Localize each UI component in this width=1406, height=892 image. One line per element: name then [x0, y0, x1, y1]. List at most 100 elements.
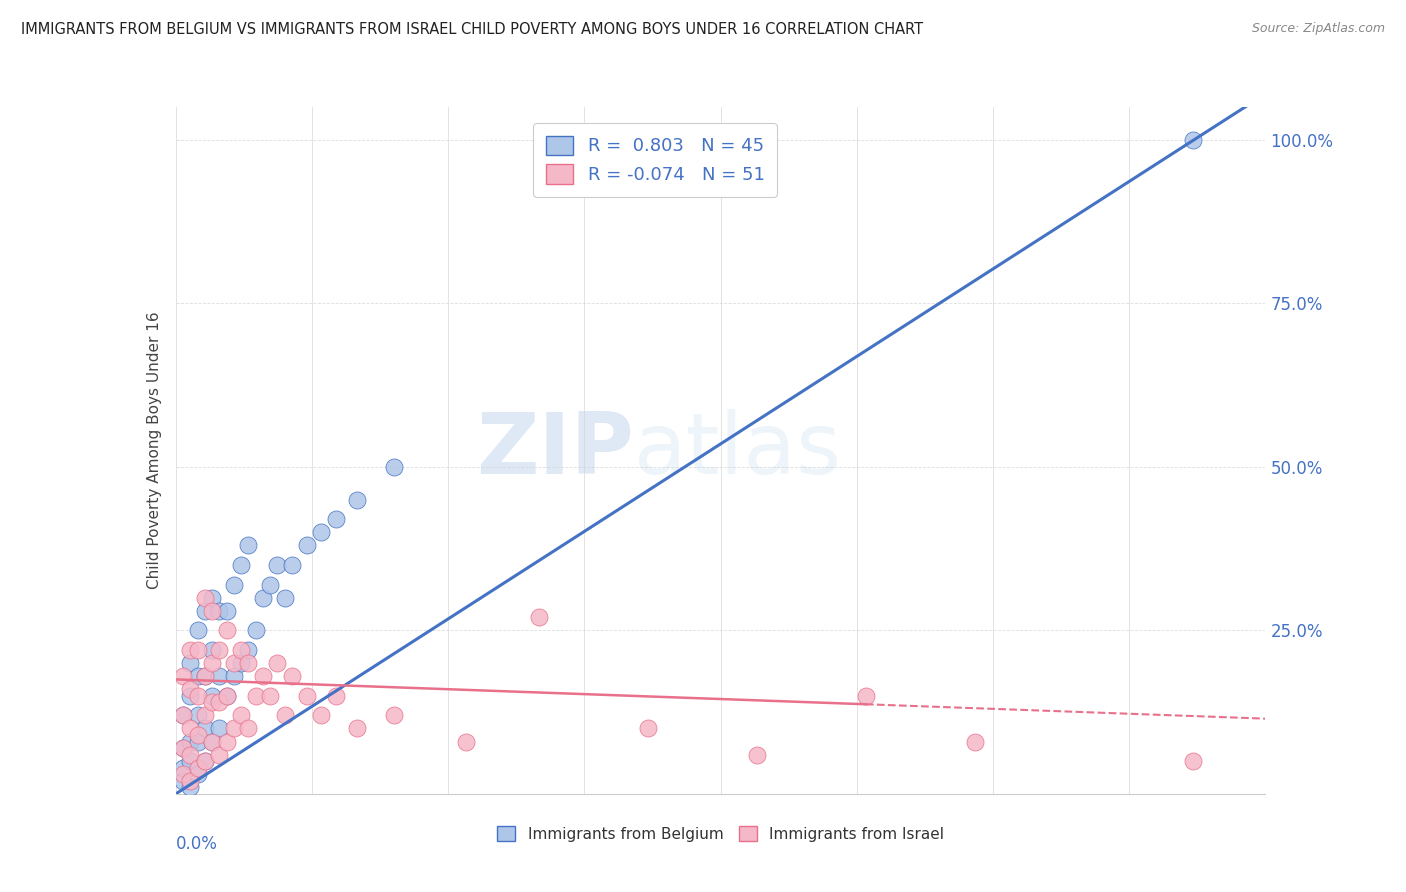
Text: atlas: atlas	[633, 409, 841, 492]
Point	[172, 767, 194, 781]
Point	[172, 761, 194, 775]
Point	[179, 682, 201, 697]
Point	[208, 604, 231, 618]
Point	[325, 689, 347, 703]
Text: IMMIGRANTS FROM BELGIUM VS IMMIGRANTS FROM ISRAEL CHILD POVERTY AMONG BOYS UNDER: IMMIGRANTS FROM BELGIUM VS IMMIGRANTS FR…	[21, 22, 924, 37]
Point	[855, 689, 877, 703]
Point	[266, 558, 288, 572]
Point	[346, 722, 368, 736]
Point	[215, 689, 238, 703]
Point	[281, 558, 304, 572]
Point	[238, 538, 260, 552]
Point	[172, 708, 194, 723]
Point	[186, 767, 209, 781]
Point	[179, 747, 201, 762]
Point	[215, 689, 238, 703]
Point	[238, 656, 260, 670]
Point	[231, 643, 253, 657]
Point	[238, 722, 260, 736]
Point	[215, 624, 238, 638]
Point	[194, 708, 217, 723]
Point	[186, 708, 209, 723]
Point	[231, 656, 253, 670]
Point	[179, 734, 201, 748]
Point	[201, 643, 224, 657]
Point	[274, 708, 297, 723]
Point	[222, 722, 245, 736]
Point	[346, 492, 368, 507]
Point	[194, 669, 217, 683]
Point	[222, 656, 245, 670]
Point	[245, 624, 267, 638]
Point	[186, 624, 209, 638]
Point	[186, 761, 209, 775]
Point	[245, 689, 267, 703]
Point	[179, 773, 201, 788]
Point	[194, 591, 217, 605]
Point	[172, 741, 194, 756]
Legend: Immigrants from Belgium, Immigrants from Israel: Immigrants from Belgium, Immigrants from…	[491, 821, 950, 848]
Point	[222, 669, 245, 683]
Point	[194, 604, 217, 618]
Point	[325, 512, 347, 526]
Text: Source: ZipAtlas.com: Source: ZipAtlas.com	[1251, 22, 1385, 36]
Point	[179, 689, 201, 703]
Point	[281, 669, 304, 683]
Point	[194, 754, 217, 768]
Point	[186, 669, 209, 683]
Point	[201, 734, 224, 748]
Point	[194, 669, 217, 683]
Point	[201, 591, 224, 605]
Point	[172, 708, 194, 723]
Point	[382, 459, 405, 474]
Point	[179, 722, 201, 736]
Point	[266, 656, 288, 670]
Point	[215, 734, 238, 748]
Point	[745, 747, 768, 762]
Point	[252, 591, 274, 605]
Text: ZIP: ZIP	[475, 409, 633, 492]
Point	[172, 669, 194, 683]
Point	[252, 669, 274, 683]
Point	[382, 708, 405, 723]
Point	[222, 577, 245, 591]
Point	[309, 708, 332, 723]
Point	[295, 538, 318, 552]
Point	[274, 591, 297, 605]
Point	[1181, 133, 1204, 147]
Point	[1181, 754, 1204, 768]
Point	[186, 689, 209, 703]
Point	[238, 643, 260, 657]
Point	[208, 669, 231, 683]
Point	[201, 734, 224, 748]
Point	[208, 722, 231, 736]
Point	[201, 689, 224, 703]
Point	[231, 558, 253, 572]
Point	[527, 610, 550, 624]
Point	[259, 689, 281, 703]
Point	[201, 604, 224, 618]
Point	[179, 643, 201, 657]
Point	[215, 604, 238, 618]
Point	[194, 754, 217, 768]
Point	[179, 780, 201, 795]
Point	[194, 722, 217, 736]
Point	[963, 734, 986, 748]
Point	[201, 656, 224, 670]
Point	[186, 728, 209, 742]
Point	[295, 689, 318, 703]
Text: 0.0%: 0.0%	[176, 835, 218, 853]
Point	[208, 747, 231, 762]
Point	[208, 643, 231, 657]
Point	[179, 656, 201, 670]
Point	[208, 695, 231, 709]
Point	[179, 754, 201, 768]
Point	[186, 643, 209, 657]
Point	[186, 734, 209, 748]
Y-axis label: Child Poverty Among Boys Under 16: Child Poverty Among Boys Under 16	[146, 311, 162, 590]
Point	[201, 695, 224, 709]
Point	[309, 525, 332, 540]
Point	[456, 734, 478, 748]
Point	[231, 708, 253, 723]
Point	[172, 741, 194, 756]
